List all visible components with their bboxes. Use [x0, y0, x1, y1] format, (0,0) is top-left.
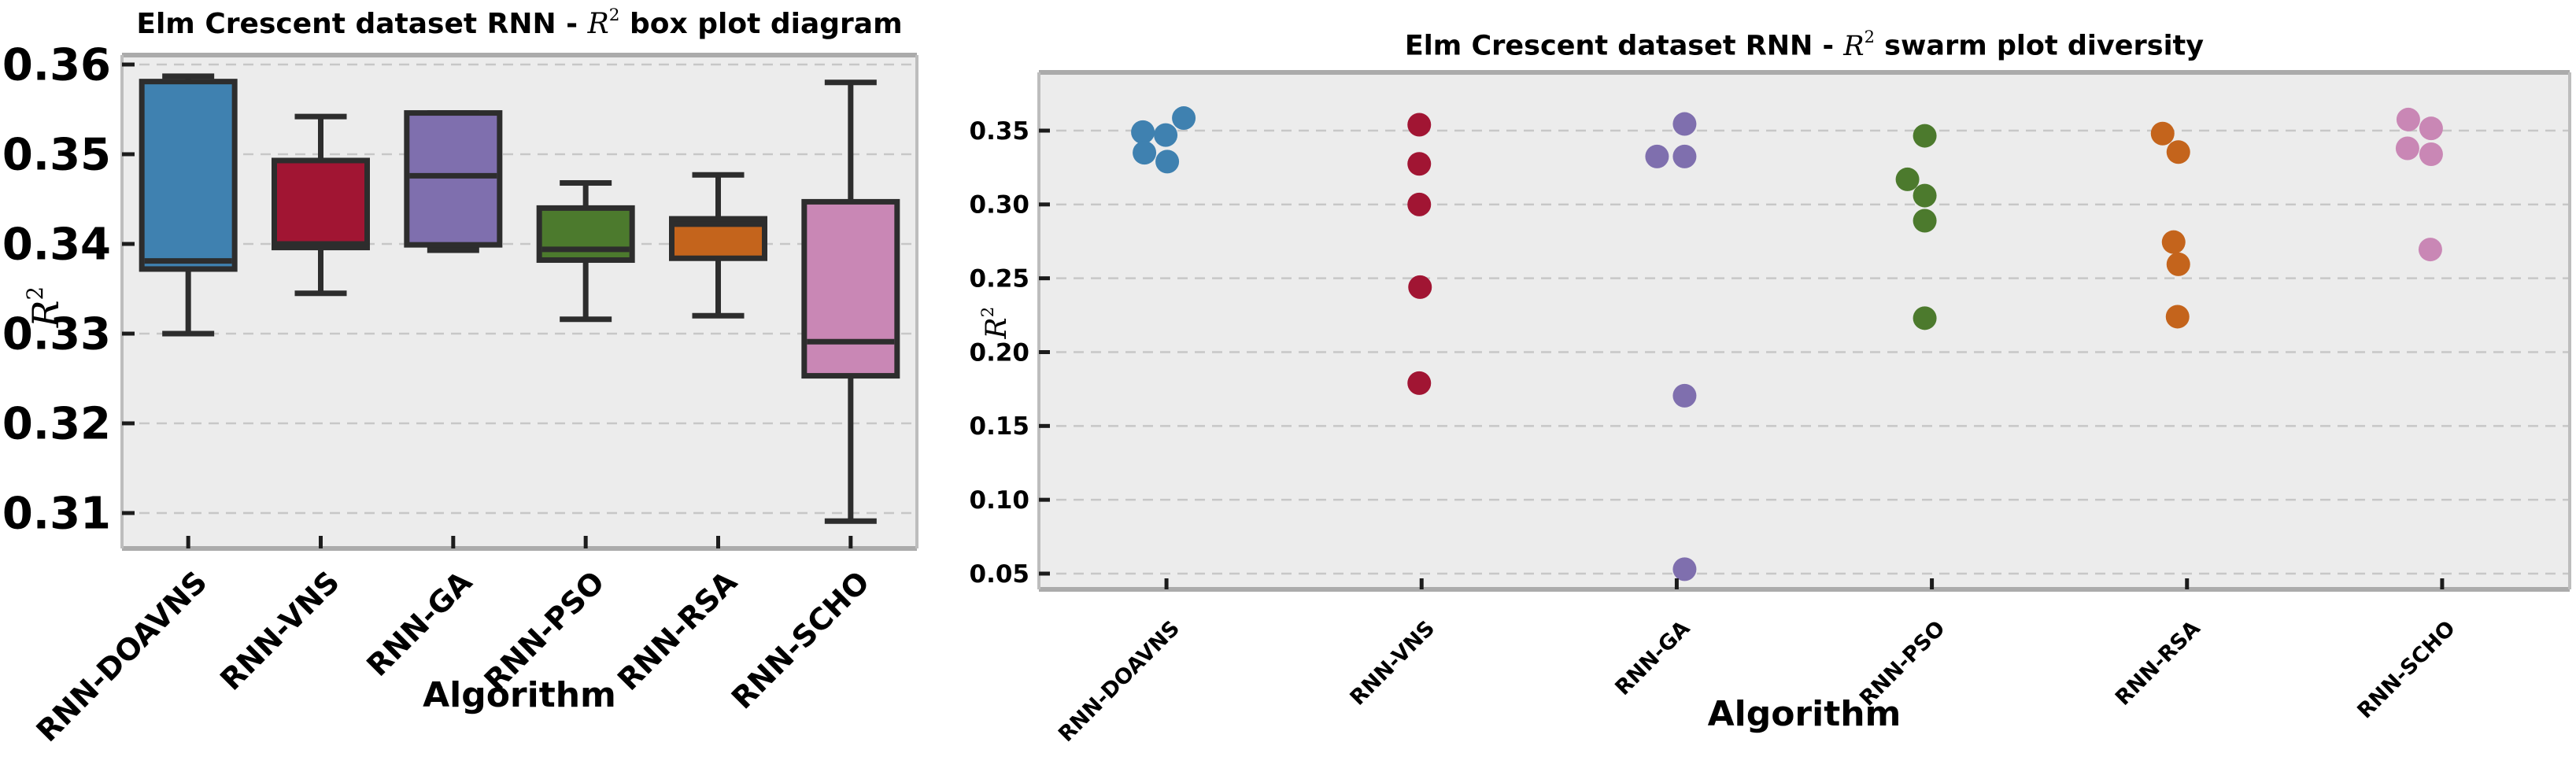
swarm-dot [1913, 124, 1937, 148]
y-tick-label: 0.36 [2, 40, 111, 91]
x-tick-label-RNN-DOAVNS: RNN-DOAVNS [30, 564, 214, 748]
swarm-dot [1131, 120, 1155, 144]
plot-area [1039, 72, 2570, 589]
swarm-dot [1408, 275, 1432, 299]
boxplot-title-suffix: box plot diagram [619, 8, 903, 40]
swarmplot-panel: 0.05 0.10 0.15 0.20 0.25 0.30 0.35 RNN-DOAVNS RN… [968, 0, 2576, 779]
box-RNN-PSO [536, 179, 635, 323]
boxplot-panel: 0.31 0.32 0.33 0.34 0.35 0.36 RNN-DOAVNS RNN-VN… [0, 0, 968, 779]
swarm-series-RNN-PSO [1895, 124, 1937, 330]
box-body [404, 110, 503, 248]
y-tick-label: 0.30 [970, 191, 1030, 220]
box-body [536, 205, 635, 264]
box-RNN-DOAVNS [139, 73, 238, 337]
swarm-series-RNN-GA [1645, 112, 1697, 581]
swarm-dot [1913, 306, 1937, 330]
y-tick-label: 0.34 [2, 220, 111, 271]
y-tick-label: 0.31 [2, 489, 111, 540]
swarm-dot [2150, 121, 2175, 146]
box-RNN-RSA [669, 172, 767, 319]
x-tick-label-RNN-GA: RNN-GA [1610, 616, 1695, 700]
swarm-dot [2395, 136, 2419, 161]
swarm-dot [2418, 238, 2442, 262]
swarm-dot [1672, 383, 1697, 408]
swarm-dot [1672, 557, 1697, 581]
swarm-dot [2166, 252, 2190, 276]
swarmplot-title: Elm Crescent dataset RNN - R2 swarm plot… [1039, 27, 2570, 62]
swarmplot-x-axis-label: Algorithm [1707, 694, 1902, 734]
y-tick-label: 0.35 [970, 117, 1030, 146]
y-tick-label: 0.35 [2, 130, 111, 181]
swarm-dot [1154, 123, 1178, 147]
y-tick-label: 0.32 [2, 399, 111, 450]
swarm-dot [1155, 150, 1180, 174]
r-squared-symbol: R2 [21, 286, 68, 328]
swarm-dot [1172, 106, 1196, 131]
swarmplot-title-suffix: swarm plot diversity [1874, 30, 2205, 62]
swarm-dot [1913, 183, 1937, 208]
swarmplot-title-prefix: Elm Crescent dataset RNN - [1404, 30, 1844, 62]
y-tick-label: 0.15 [970, 412, 1030, 441]
r-squared-symbol: R2 [978, 306, 1013, 339]
boxplot-title: Elm Crescent dataset RNN - R2 box plot d… [122, 5, 917, 40]
swarm-dot [1407, 371, 1432, 395]
swarm-dot [1672, 112, 1697, 136]
y-tick-label: 0.25 [970, 265, 1030, 294]
swarm-dot [2419, 116, 2443, 141]
r-squared-symbol: R2 [1843, 27, 1875, 62]
r-squared-symbol: R2 [587, 5, 620, 40]
swarm-dot [1133, 141, 1157, 165]
swarm-dot [2419, 142, 2443, 167]
y-tick-label: 0.05 [970, 560, 1030, 589]
swarm-dot [2166, 140, 2190, 164]
swarm-dot [1672, 144, 1697, 168]
box-body [139, 79, 238, 272]
y-tick-label: 0.33 [2, 309, 111, 360]
swarm-series-RNN-SCHO [2395, 107, 2443, 262]
swarm-dot [1895, 167, 1920, 191]
swarm-dot [2161, 230, 2186, 254]
swarm-dot [2396, 107, 2420, 131]
swarmplot-y-axis-label: R2 [966, 279, 1016, 366]
plot-area [122, 55, 917, 548]
swarm-dot [1913, 209, 1937, 233]
box-body [801, 198, 900, 379]
box-RNN-VNS [272, 113, 370, 297]
swarm-dot [1407, 113, 1432, 137]
swarm-dot [1645, 144, 1669, 168]
swarm-dot [1407, 192, 1432, 216]
swarm-series-RNN-DOAVNS [1131, 106, 1196, 174]
swarm-series-RNN-RSA [2150, 121, 2190, 329]
swarm-dot [2165, 305, 2190, 329]
x-tick-label-RNN-GA: RNN-GA [360, 564, 479, 683]
y-tick-label: 0.20 [970, 338, 1030, 367]
boxplot-y-axis-label: R2 [7, 264, 70, 350]
boxplot-title-prefix: Elm Crescent dataset RNN - [136, 8, 588, 40]
y-tick-label: 0.10 [970, 486, 1030, 515]
swarm-series-RNN-VNS [1407, 113, 1432, 395]
box-RNN-SCHO [801, 79, 900, 524]
swarm-dot [1407, 152, 1432, 176]
box-RNN-GA [404, 110, 503, 253]
boxplot-x-axis-label: Algorithm [423, 675, 616, 715]
box-body [272, 157, 370, 251]
